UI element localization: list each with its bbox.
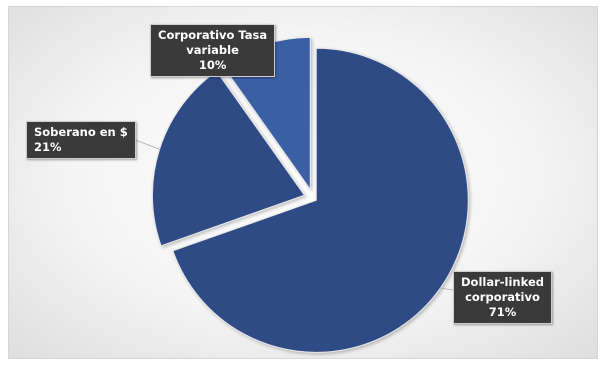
leader-line [440, 287, 454, 291]
data-label-dollar-linked-corporativo: Dollar-linked corporativo 71% [453, 271, 552, 324]
pie-slice-dollar-linked-corporativo [172, 47, 469, 353]
data-label-soberano-en-pesos: Soberano en $ 21% [26, 121, 136, 159]
chart-area: Corporativo Tasa variable 10% Soberano e… [8, 6, 598, 359]
data-label-corporativo-tasa-variable: Corporativo Tasa variable 10% [150, 24, 276, 77]
